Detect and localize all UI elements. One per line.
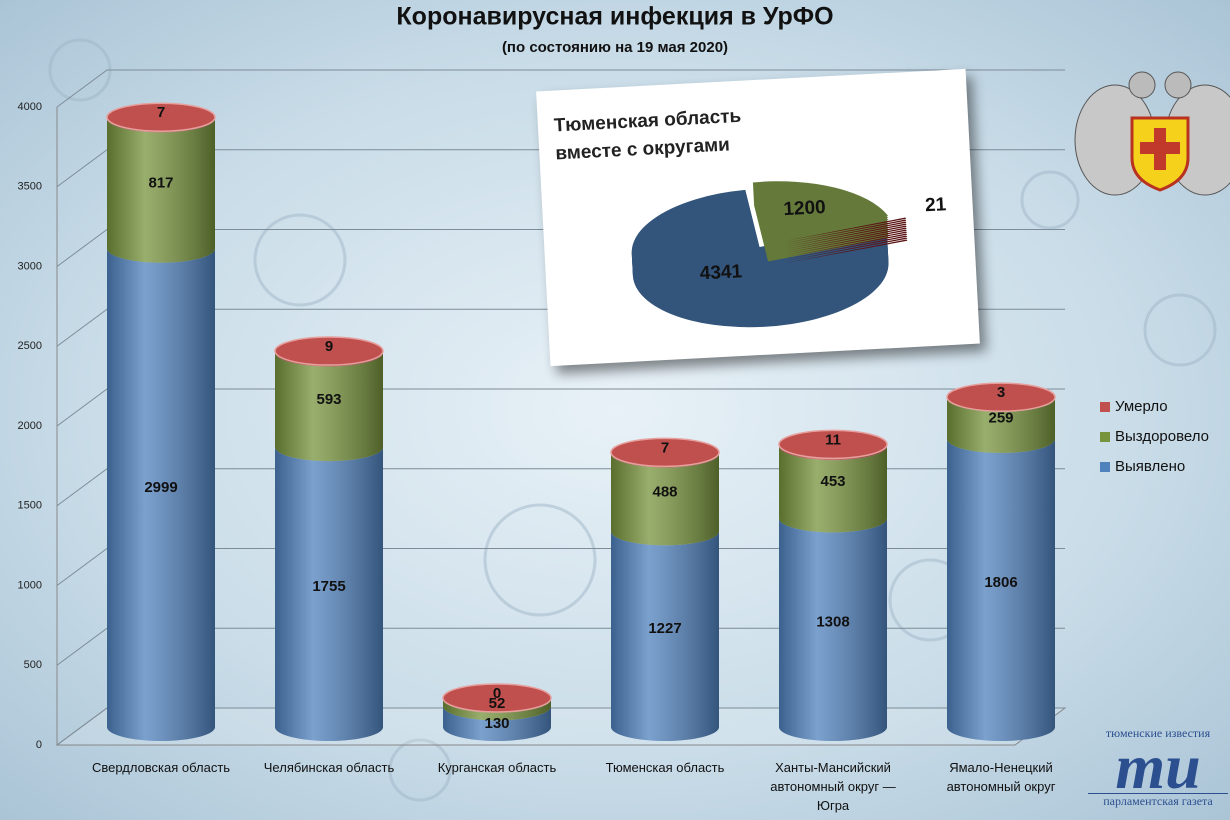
bar-cap [106, 102, 216, 132]
data-label: 259 [988, 409, 1013, 426]
bar-cap [946, 382, 1056, 412]
pie-side [785, 233, 908, 258]
bar-shading [947, 397, 1055, 453]
data-label: 3 [997, 384, 1005, 401]
y-tick-label: 3500 [18, 181, 42, 193]
legend-label: Умерло [1115, 398, 1168, 415]
pie-side [784, 219, 907, 244]
y-tick-label: 1000 [18, 579, 42, 591]
data-label: 2999 [144, 479, 177, 496]
data-label: 1755 [312, 578, 345, 595]
data-label: 817 [148, 174, 173, 191]
bar-shading [947, 438, 1055, 741]
pie-chart: 4341 1200 21 [536, 69, 947, 328]
brand-bottom: парламентская газета [1088, 793, 1228, 809]
bar-shading [611, 531, 719, 741]
bar-shading [443, 697, 551, 721]
data-label: 4341 [699, 261, 743, 284]
pie-side [752, 181, 889, 240]
pie-side [785, 235, 908, 260]
y-tick-label: 3000 [18, 260, 42, 272]
bar-shading [107, 118, 215, 263]
x-tick-label: Челябинская область [263, 760, 395, 775]
x-tick-label: Свердловская область [91, 760, 231, 775]
pie-side [785, 237, 908, 262]
legend-label: Выздоровело [1115, 428, 1209, 445]
emblem [1074, 71, 1230, 196]
data-label: 488 [652, 483, 677, 500]
x-tick-label: Тюменская область [605, 760, 725, 775]
chart-title: Коронавирусная инфекция в УрФО [396, 3, 833, 31]
data-label: 1200 [783, 197, 826, 220]
data-label: 593 [316, 391, 341, 408]
pie-side [784, 223, 907, 248]
bar-shading [275, 352, 383, 462]
pie-inset: Тюменская область вместе с округами 4341… [536, 68, 980, 367]
bar-cap [610, 437, 720, 468]
brand-logo: тюменские известия ти парламентская газе… [1088, 726, 1228, 809]
bar-cap [274, 336, 384, 366]
grid-line [56, 69, 1065, 108]
y-tick-label: 2500 [18, 340, 42, 352]
data-label: 130 [484, 715, 509, 732]
pie-side [784, 217, 907, 242]
data-label: 7 [157, 104, 165, 121]
bar-shading [275, 447, 383, 741]
bar-shading [779, 518, 887, 741]
x-tick-label: Ханты-Мансийский автономный округ — Югра [770, 760, 896, 813]
chart-subtitle: (по состоянию на 19 мая 2020) [502, 39, 728, 56]
legend-swatch [1100, 402, 1110, 412]
x-tick-label: Курганская область [437, 760, 557, 775]
pie-side [784, 231, 907, 256]
y-tick-label: 0 [36, 739, 42, 751]
y-tick-label: 1500 [18, 500, 42, 512]
data-label: 11 [825, 431, 841, 448]
pie-side [784, 229, 907, 254]
pie-side [784, 221, 907, 246]
bar-shading [611, 453, 719, 546]
y-tick-label: 2000 [18, 420, 42, 432]
pie-side [785, 239, 908, 264]
legend-swatch [1100, 432, 1110, 442]
bar-shading [443, 706, 551, 741]
pie-side [631, 189, 888, 306]
bar-cap [778, 429, 888, 460]
plot: 0 500 1000 1500 2000 2500 3000 3500 4000 2999 817 7… [18, 69, 1067, 751]
data-label: 1227 [648, 620, 681, 637]
data-label: 1308 [816, 614, 849, 631]
legend-swatch [1100, 462, 1110, 472]
brand-top: тюменские известия [1105, 726, 1211, 740]
legend-label: Выявлено [1115, 458, 1185, 475]
brand-mark: ти [1115, 731, 1201, 802]
data-label: 7 [661, 439, 669, 456]
data-label: 21 [924, 194, 947, 216]
y-tick-label: 4000 [18, 101, 42, 113]
data-label: 453 [820, 473, 845, 490]
data-label: 52 [489, 695, 506, 712]
data-label: 1806 [984, 574, 1017, 591]
y-tick-label: 500 [24, 659, 42, 671]
pie-side [784, 225, 907, 250]
bar-shading [779, 446, 887, 533]
pie-side [784, 227, 907, 252]
data-label: 0 [493, 685, 501, 702]
bar-shading [107, 248, 215, 742]
bar-cap [442, 683, 552, 713]
data-label: 9 [325, 338, 333, 355]
x-tick-label: Ямало-Ненецкий автономный округ [946, 760, 1056, 794]
